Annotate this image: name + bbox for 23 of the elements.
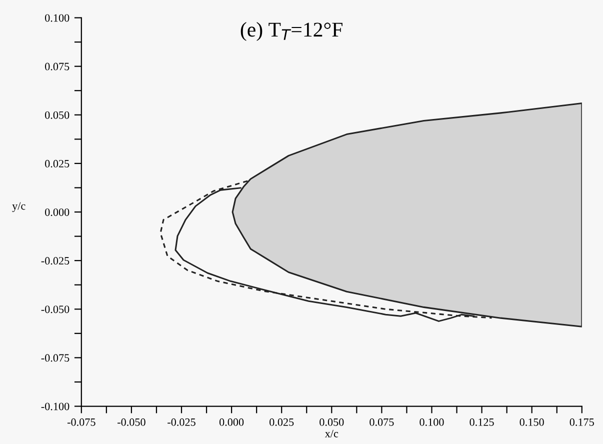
x-tick-label: -0.025 (168, 418, 196, 426)
x-tick-label: 0.125 (470, 418, 494, 426)
chart-title: (e) T$_{T}$=12°F (240, 22, 342, 41)
x-tick-label: 0.175 (570, 418, 594, 426)
x-tick-label: 0.025 (270, 418, 294, 426)
y-tick-label: 0.075 (45, 62, 70, 70)
y-tick-label: 0.050 (45, 111, 70, 119)
x-tick-label: 0.000 (219, 418, 244, 426)
y-tick-label: -0.025 (41, 257, 70, 265)
y-axis-title: y/c (12, 202, 26, 212)
x-axis-title: x/c (324, 430, 338, 438)
x-tick-label: -0.075 (67, 418, 96, 426)
x-tick-label: 0.050 (320, 418, 344, 426)
y-tick-label: 0.025 (45, 160, 70, 168)
x-tick-label: -0.050 (118, 418, 146, 426)
x-tick-label: 0.150 (520, 418, 544, 426)
y-tick-label: -0.075 (41, 354, 70, 362)
y-tick-label: -0.050 (41, 306, 70, 314)
y-tick-label: 0.100 (45, 14, 70, 22)
y-tick-label: 0.000 (45, 208, 70, 216)
y-tick-label: -0.100 (41, 402, 70, 410)
x-tick-label: 0.100 (420, 418, 444, 426)
x-tick-label: 0.075 (370, 418, 394, 426)
